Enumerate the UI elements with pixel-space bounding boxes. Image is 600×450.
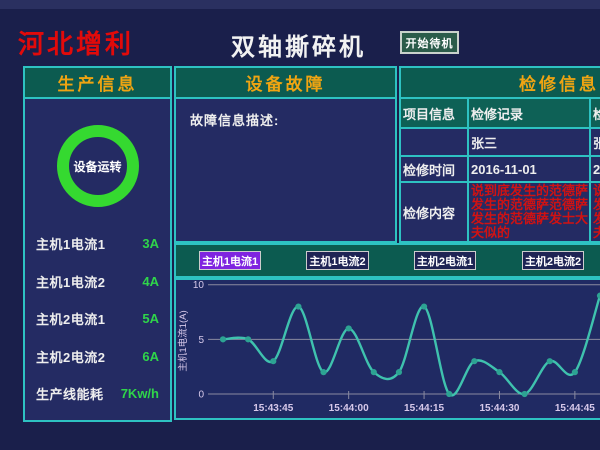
- production-panel-title: 生产信息: [25, 68, 170, 99]
- maint-cell-person: 张三: [469, 129, 589, 155]
- trend-chart-panel: 0 5 10 15:43:45 15:44:00 15:44:15 15:44:30 15:4…: [174, 278, 600, 420]
- top-strip: [0, 0, 600, 9]
- prod-label: 主机2电流1: [36, 311, 106, 327]
- prod-value: 5A: [142, 310, 159, 326]
- maint-cell-content-value: 说到底发生的范德萨发生的范德萨范德萨发生的范德萨发士大夫似的: [469, 183, 589, 241]
- svg-text:5: 5: [198, 335, 204, 346]
- current-trend-chart: 0 5 10 15:43:45 15:44:00 15:44:15 15:44:30 15:4…: [177, 280, 600, 414]
- svg-text:15:44:45: 15:44:45: [555, 403, 595, 414]
- equipment-fault-panel: 设备故障 故障信息描述:: [174, 66, 397, 243]
- prod-value: 7Kw/h: [120, 385, 159, 401]
- fault-panel-title: 设备故障: [176, 68, 395, 99]
- trend-button-motor1-current1[interactable]: 主机1电流1: [199, 251, 261, 270]
- svg-text:0: 0: [198, 390, 204, 401]
- svg-text:主机1电流1(A): 主机1电流1(A): [177, 310, 189, 371]
- maintenance-info-panel: 检修信息 项目信息 检修记录 检修记录 张三 张三 检修时间 2016-11-0…: [399, 66, 600, 243]
- svg-text:15:44:30: 15:44:30: [479, 403, 519, 414]
- maint-cell-content-value-2: 说到底发生的范德萨发生的范德萨范德萨发生的范德萨发士大夫似的: [591, 183, 600, 241]
- start-standby-button[interactable]: 开始待机: [400, 31, 459, 54]
- maint-cell-time-value-2: 2016-11-01: [591, 157, 600, 181]
- prod-value: 3A: [142, 235, 159, 251]
- prod-value: 4A: [142, 273, 159, 289]
- prod-label: 生产线能耗: [36, 386, 104, 402]
- prod-label: 主机1电流1: [36, 236, 106, 252]
- trend-button-motor1-current2[interactable]: 主机1电流2: [306, 251, 369, 270]
- svg-text:15:44:00: 15:44:00: [329, 403, 369, 414]
- company-title: 河北增利: [18, 29, 135, 59]
- trend-selector-band: 主机1电流1 主机1电流2 主机2电流1 主机2电流2: [174, 243, 600, 278]
- prod-row-motor1-current1: 主机1电流1 3A: [36, 234, 159, 252]
- maintenance-panel-title: 检修信息: [401, 68, 600, 99]
- page-title: 双轴撕碎机: [231, 34, 366, 61]
- fault-description-label: 故障信息描述:: [190, 113, 280, 128]
- svg-text:15:43:45: 15:43:45: [253, 403, 293, 414]
- maint-cell-time-label: 检修时间: [401, 157, 467, 181]
- trend-button-motor2-current2[interactable]: 主机2电流2: [522, 251, 584, 270]
- maint-cell-record-header: 检修记录: [469, 99, 589, 127]
- maint-cell-record-header-2: 检修记录: [591, 99, 600, 127]
- running-status-indicator: 设备运转: [56, 125, 139, 207]
- prod-row-line-energy: 生产线能耗 7Kw/h: [36, 384, 159, 402]
- production-info-panel: 生产信息 设备运转 主机1电流1 3A 主机1电流2 4A 主机2电流1 5A …: [23, 66, 172, 422]
- maint-cell-content-label: 检修内容: [401, 183, 467, 241]
- maint-cell-empty: [401, 129, 467, 155]
- maint-cell-project-info: 项目信息: [401, 99, 467, 127]
- running-status-label: 设备运转: [73, 159, 122, 174]
- prod-label: 主机1电流2: [36, 274, 106, 290]
- maint-cell-time-value: 2016-11-01: [469, 157, 589, 181]
- prod-row-motor1-current2: 主机1电流2 4A: [36, 272, 159, 290]
- prod-label: 主机2电流2: [36, 349, 106, 365]
- prod-value: 6A: [142, 348, 159, 364]
- trend-button-motor2-current1[interactable]: 主机2电流1: [414, 251, 476, 270]
- maint-cell-person-2: 张三: [591, 129, 600, 155]
- svg-text:15:44:15: 15:44:15: [404, 403, 444, 414]
- maintenance-table: 项目信息 检修记录 检修记录 张三 张三 检修时间 2016-11-01 201…: [401, 99, 600, 241]
- prod-row-motor2-current2: 主机2电流2 6A: [36, 347, 159, 365]
- prod-row-motor2-current1: 主机2电流1 5A: [36, 309, 159, 327]
- svg-text:10: 10: [193, 280, 205, 291]
